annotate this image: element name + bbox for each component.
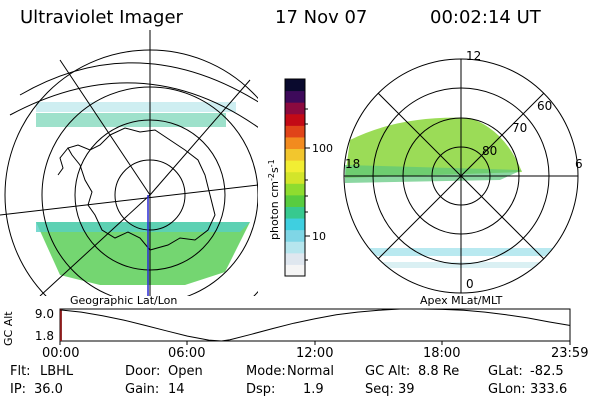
apex-caption: Apex MLat/MLT [420,294,503,307]
mlt-label-0: 0 [466,277,474,291]
glat-value: -82.5 [530,364,564,379]
mlt-label-12: 12 [466,49,481,63]
seq-value: 39 [398,382,415,397]
ip-label: IP: [10,382,27,397]
colorbar-swatch [285,136,305,150]
aurora-band-upper-faint [36,102,236,112]
antarctica-coastline [67,127,216,251]
mlt-line-diag [377,92,545,260]
colorbar-swatch [285,229,305,242]
globe-arc [19,62,258,103]
seq-label: Seq: [365,382,394,397]
aurora-band-upper [36,113,226,127]
gain-label: Gain: [125,382,160,397]
altitude-plot-frame [59,308,571,342]
geo-caption: Geographic Lat/Lon [70,294,177,307]
alt-xtick-0000: 00:00 [42,346,80,361]
auroral-oval-faint [360,262,540,268]
globe-arc [9,82,258,128]
auroral-oval-edge [345,165,522,183]
door-label: Door: [125,364,161,379]
colorbar-swatch [285,218,305,231]
colorbar-tick-10: 10 [312,230,326,243]
dsp-value: 1.9 [303,382,324,397]
app-title: Ultraviolet Imager [20,7,183,28]
colorbar-swatch [285,102,305,115]
alt-ytick-max: 9.0 [35,307,54,321]
colorbar-swatch [285,241,305,254]
altitude-plot: 9.0 1.8 GC Alt [2,307,571,346]
colorbar-swatch [285,252,305,265]
colorbar-swatch [285,183,305,196]
lon-line [39,194,151,296]
gcalt-label: GC Alt: [365,364,411,379]
colorbar-swatch [285,206,305,219]
colorbar-swatch [285,194,305,207]
colorbar-tick-100: 100 [312,142,333,155]
mlt-label-6: 6 [575,157,583,171]
alt-ylabel: GC Alt [2,311,15,346]
colorbar [285,79,305,277]
filter-label: Flt: [10,364,31,379]
colorbar-frame [284,78,306,277]
colorbar-ticks [305,108,310,261]
filter-value: LBHL [40,364,74,379]
dsp-label: Dsp: [246,382,276,397]
gain-value: 14 [168,382,185,397]
gcalt-value: 8.8 Re [418,364,460,379]
lon-line [149,79,251,196]
ip-value: 36.0 [34,382,63,397]
glon-label: GLon: [488,382,526,397]
mlt-label-18: 18 [345,157,360,171]
peninsula-coastline [57,147,69,176]
altitude-line [59,308,570,342]
glon-value: 333.6 [530,382,568,397]
geographic-map [0,30,258,296]
colorbar-swatch [285,125,305,138]
alt-xtick-1200: 12:00 [296,346,334,361]
colorbar-swatch [285,264,305,277]
altitude-xticks [59,341,571,345]
colorbar-swatch [285,90,305,103]
mlat-label-80: 80 [482,144,497,158]
colorbar-swatch [285,148,305,161]
mlat-label-60: 60 [537,99,552,113]
aurora-band-lower [36,222,250,285]
colorbar-swatch [285,79,305,92]
door-value: Open [168,364,203,379]
colorbar-swatch [285,160,305,173]
aurora-band-lower-edge [36,222,250,232]
alt-xtick-1800: 18:00 [423,346,461,361]
colorbar-label: photon cm-2s-1 [267,159,281,240]
lon-line [0,184,258,216]
mode-value: Normal [287,364,335,379]
alt-xtick-0600: 06:00 [168,346,206,361]
alt-xtick-2359: 23:59 [551,346,589,361]
lon-line [59,59,151,196]
glat-label: GLat: [488,364,523,379]
time-label: 00:02:14 UT [430,7,541,28]
alt-ytick-min: 1.8 [35,329,54,343]
polar-plot: 12 18 6 0 60 70 80 [343,49,583,294]
colorbar-swatch [285,171,305,184]
date-label: 17 Nov 07 [275,7,368,28]
mode-label: Mode: [246,364,286,379]
mlat-label-70: 70 [512,121,527,135]
colorbar-swatch [285,113,305,126]
auroral-oval-nightside [350,248,560,256]
